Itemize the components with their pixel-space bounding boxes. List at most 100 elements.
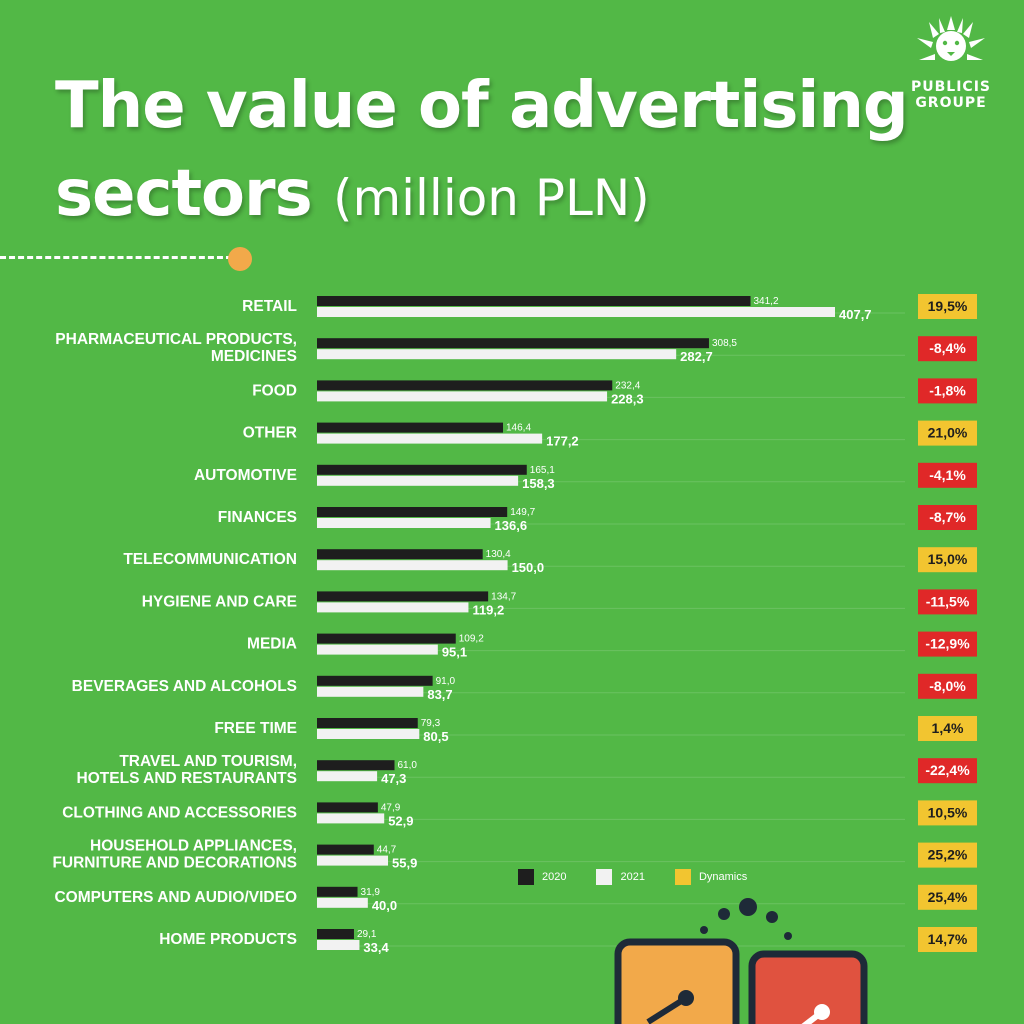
deco-node — [814, 1004, 830, 1020]
category-label-line: MEDIA — [247, 636, 297, 653]
legend-swatch-2021 — [596, 869, 613, 885]
dynamics-badge-positive — [918, 716, 977, 741]
category-label-line: CLOTHING AND ACCESSORIES — [62, 804, 297, 821]
dynamics-label: 14,7% — [928, 931, 968, 947]
value-label-2020: 109,2 — [459, 634, 484, 645]
value-label-2021: 282,7 — [680, 349, 713, 364]
value-label-2021: 52,9 — [388, 813, 413, 828]
title-sectors: sectors — [55, 157, 313, 231]
title-line-1: The value of advertising — [55, 69, 909, 143]
bar-2020 — [317, 718, 418, 728]
lion-head-icon — [917, 16, 985, 61]
value-label-2020: 29,1 — [357, 929, 377, 940]
value-label-2021: 158,3 — [522, 476, 555, 491]
value-label-2020: 130,4 — [486, 549, 511, 560]
category-label-line: OTHER — [243, 425, 297, 442]
bar-2021 — [317, 602, 469, 613]
value-label-2020: 47,9 — [381, 802, 401, 813]
category-label-line: MEDICINES — [211, 348, 297, 365]
value-label-2021: 177,2 — [546, 434, 579, 449]
bar-2020 — [317, 507, 508, 517]
category-label: HOME PRODUCTS — [159, 931, 297, 948]
bar-2021 — [317, 475, 519, 486]
dynamics-label: -8,0% — [929, 678, 966, 694]
dynamics-label: -8,7% — [929, 509, 966, 525]
accent-dot — [228, 247, 252, 271]
bar-2020 — [317, 760, 395, 771]
category-label: TELECOMMUNICATION — [123, 551, 297, 568]
title-unit: (million PLN) — [332, 169, 650, 227]
dynamics-badge-positive — [918, 927, 977, 952]
dynamics-badge-negative — [918, 589, 977, 615]
bar-2020 — [317, 802, 378, 813]
value-label-2020: 232,4 — [615, 380, 640, 391]
value-label-2021: 95,1 — [442, 645, 467, 660]
value-label-2021: 228,3 — [611, 391, 644, 406]
category-label: BEVERAGES AND ALCOHOLS — [72, 678, 297, 695]
deco-dot — [700, 926, 708, 934]
value-label-2020: 79,3 — [421, 718, 441, 729]
category-label-line: BEVERAGES AND ALCOHOLS — [72, 678, 297, 695]
dynamics-badge-positive — [918, 842, 977, 868]
dynamics-label: 10,5% — [928, 804, 968, 820]
deco-dot — [784, 932, 792, 940]
category-label-line: PHARMACEUTICAL PRODUCTS, — [55, 331, 297, 348]
dynamics-badge-positive — [918, 420, 977, 446]
category-label-line: FOOD — [252, 382, 297, 399]
value-label-2021: 136,6 — [495, 518, 528, 533]
legend-label-dynamics: Dynamics — [698, 871, 748, 883]
bar-2021 — [317, 771, 378, 782]
bar-2020 — [317, 633, 456, 644]
legend-item-dynamics: Dynamics — [674, 869, 748, 885]
category-label: TRAVEL AND TOURISM, HOTELS AND RESTAURANT… — [77, 753, 297, 787]
bar-2021 — [317, 644, 438, 655]
dynamics-label: -22,4% — [925, 762, 970, 778]
bar-2021 — [317, 855, 389, 866]
dynamics-label: -1,8% — [929, 382, 966, 398]
bar-2020 — [317, 338, 709, 349]
deco-orange-card — [614, 938, 740, 1024]
category-label-line: TRAVEL AND TOURISM, — [119, 753, 297, 770]
bar-2021 — [317, 560, 508, 571]
bar-2020 — [317, 549, 483, 560]
legend-swatch-2020 — [518, 869, 534, 885]
bar-2020 — [317, 464, 527, 475]
bar-2021 — [317, 729, 420, 739]
dynamics-label: -4,1% — [929, 467, 966, 483]
bar-2021 — [317, 433, 543, 444]
category-label-line: FREE TIME — [214, 720, 297, 737]
value-label-2021: 407,7 — [839, 307, 872, 322]
deco-dot — [739, 898, 757, 916]
category-label: FINANCES — [218, 509, 297, 526]
dynamics-label: 15,0% — [928, 551, 968, 567]
bar-2020 — [317, 886, 358, 897]
dynamics-badge-negative — [918, 505, 977, 530]
value-label-2020: 165,1 — [530, 465, 555, 476]
brand-line-1: PUBLICIS — [911, 79, 991, 95]
bar-2021 — [317, 349, 677, 360]
value-label-2021: 40,0 — [372, 898, 397, 913]
bar-2021 — [317, 391, 608, 402]
bar-2021 — [317, 307, 835, 317]
value-label-2021: 119,2 — [472, 602, 504, 617]
category-label: MEDIA — [247, 636, 297, 653]
dashed-divider — [0, 256, 232, 259]
dynamics-badge-negative — [918, 336, 977, 362]
dynamics-label: 25,4% — [928, 889, 968, 905]
bar-2020 — [317, 296, 751, 306]
dynamics-label: -11,5% — [926, 593, 970, 609]
dynamics-badge-positive — [918, 547, 977, 573]
category-label-line: TELECOMMUNICATION — [123, 551, 297, 568]
category-label-line: HYGIENE AND CARE — [142, 593, 297, 610]
legend-item-2021: 2021 — [596, 869, 645, 885]
title-line-2: sectors (million PLN) — [55, 150, 908, 242]
value-label-2020: 61,0 — [398, 760, 418, 771]
category-label-line: HOME PRODUCTS — [159, 931, 297, 948]
bar-2021 — [317, 940, 360, 950]
decorative-illustration — [614, 898, 868, 1024]
bar-2020 — [317, 380, 613, 391]
category-label: HYGIENE AND CARE — [142, 593, 297, 610]
category-label: PHARMACEUTICAL PRODUCTS, MEDICINES — [55, 331, 297, 365]
bar-2021 — [317, 686, 424, 697]
dynamics-badge-negative — [918, 462, 977, 488]
